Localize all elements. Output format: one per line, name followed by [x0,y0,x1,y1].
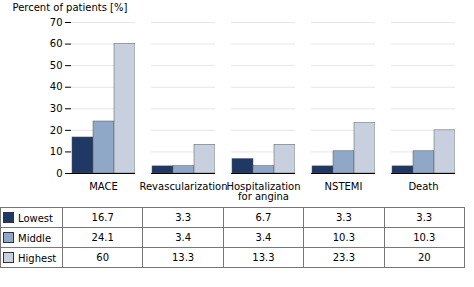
html-text:3.3: 3.3 [175,212,191,223]
svg-text:0: 0 [56,168,62,179]
svg-text:Death: Death [408,181,438,192]
html-text:6.7: 6.7 [255,212,272,223]
svg-text:NSTEMI: NSTEMI [325,181,363,192]
html-text:3.4: 3.4 [255,232,272,243]
svg-text:Percent of patients [%]: Percent of patients [%] [13,2,128,13]
svg-text:70: 70 [50,17,63,28]
html-text:3.4: 3.4 [175,232,191,243]
html-text:10.3: 10.3 [413,232,436,243]
html-text:13.3: 13.3 [252,252,275,263]
html-text:3.3: 3.3 [335,212,352,223]
svg-text:40: 40 [50,81,63,92]
svg-text:MACE: MACE [89,181,118,192]
svg-text:Hospitalizationfor angina: Hospitalizationfor angina [226,181,300,202]
html-text:16.7: 16.7 [91,212,114,223]
svg-text:Revascularization: Revascularization [139,181,227,192]
html-text:10.3: 10.3 [332,232,355,243]
html-text:23.3: 23.3 [332,252,355,263]
svg-text:30: 30 [50,103,63,114]
html-text:13.3: 13.3 [172,252,195,263]
html-text:Middle: Middle [18,232,51,244]
html-text:Highest: Highest [18,252,57,264]
svg-text:20: 20 [50,125,63,136]
svg-text:50: 50 [50,60,63,71]
html-text:60: 60 [96,252,110,263]
html-text:20: 20 [417,252,431,263]
html-text:3.3: 3.3 [416,212,433,223]
html-text:24.1: 24.1 [91,232,114,243]
svg-text:60: 60 [50,38,63,49]
html-text:Lowest: Lowest [18,212,53,224]
svg-text:10: 10 [50,146,63,157]
